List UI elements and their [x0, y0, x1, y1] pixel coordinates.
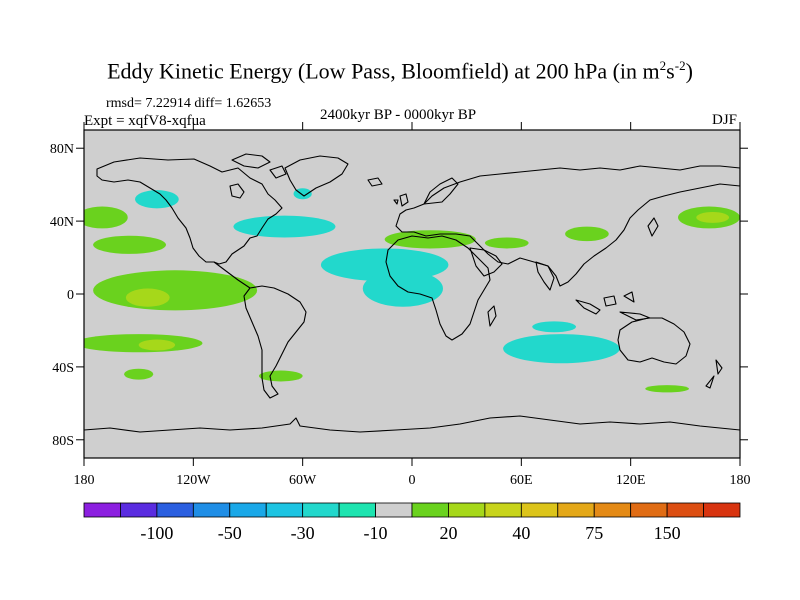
coastline-north-america — [96, 157, 283, 265]
colorbar-box — [83, 502, 121, 518]
anomaly-region-north-pacific-negative — [135, 190, 179, 209]
coastline-japan — [647, 217, 659, 237]
colorbar-box — [557, 502, 595, 518]
colorbar-box — [120, 502, 158, 518]
experiment-label: Expt = xqfV8-xqfua — [84, 113, 206, 129]
x-tick-label: 180 — [74, 473, 95, 488]
x-tick-label: 60W — [289, 473, 317, 488]
anomaly-region-north-pacific-positive-west — [84, 206, 128, 229]
anomaly-region-china-positive — [565, 226, 609, 242]
coastline-arctic-islands — [231, 153, 287, 179]
colorbar-box — [411, 502, 449, 518]
anomaly-region-south-pacific-core — [138, 339, 176, 351]
coastline-antarctica — [84, 415, 740, 433]
x-tick-label: 120W — [176, 473, 211, 488]
coastline-indonesia — [575, 291, 651, 321]
x-tick-label: 0 — [409, 473, 416, 488]
colorbar-label: -100 — [140, 523, 173, 543]
period-label: 2400kyr BP - 0000kyr BP — [320, 107, 477, 123]
season-label: DJF — [712, 112, 738, 128]
coastline-south-america — [243, 285, 307, 399]
coastline-madagascar — [487, 305, 497, 327]
stats-label: rmsd= 7.22914 diff= 1.62653 — [106, 96, 272, 111]
colorbar-box — [229, 502, 267, 518]
coastline-greenland — [284, 155, 349, 197]
anomaly-region-southern-ocean-positive — [645, 385, 689, 393]
colorbar: -100 -50 -30 -10 20 40 75 150 — [83, 502, 741, 543]
colorbar-box — [630, 502, 668, 518]
anomaly-region-tropical-pacific-core — [125, 288, 170, 307]
y-tick-label: 80S — [52, 434, 74, 449]
y-tick-label: 40S — [52, 361, 74, 376]
coastline-africa — [385, 235, 491, 341]
colorbar-label: -30 — [291, 523, 315, 543]
coastline-british-isles — [393, 193, 409, 207]
anomaly-region-north-atlantic-negative — [233, 215, 336, 238]
colorbar-box — [520, 502, 559, 518]
title-end: ) — [685, 58, 693, 84]
coastline-layer — [84, 153, 740, 433]
anomaly-region-indian-ocean-negative — [503, 334, 620, 364]
colorbar-label: -50 — [218, 523, 242, 543]
anomaly-region-southern-indian-negative — [532, 321, 577, 333]
title-main: Eddy Kinetic Energy (Low Pass, Bloomfiel… — [107, 58, 660, 84]
coastline-iceland — [367, 177, 383, 187]
y-tick-label: 0 — [67, 288, 74, 303]
x-tick-label: 180 — [730, 473, 751, 488]
anomaly-region-drake-passage-positive — [258, 370, 303, 382]
colorbar-box — [703, 502, 741, 518]
y-tick-label: 80N — [50, 142, 74, 157]
title-superscript-1: 2 — [659, 58, 667, 73]
coastline-new-zealand — [705, 359, 723, 389]
coastline-hudson-bay — [229, 183, 245, 199]
anomaly-region-south-pacific-positive — [84, 334, 203, 353]
coastline-india — [535, 261, 555, 291]
colorbar-box — [448, 502, 486, 518]
title-mid: s — [666, 58, 675, 84]
title-superscript-2: -2 — [674, 58, 686, 73]
colorbar-label: -10 — [364, 523, 388, 543]
coastline-scandinavia — [423, 177, 459, 205]
colorbar-box — [338, 502, 376, 518]
colorbar-box — [593, 502, 632, 518]
axis-ticks: 180 120W 60W 0 60E 120E 180 80N 40N 0 40S 80S — [50, 122, 751, 488]
anomaly-region-east-med-positive — [484, 237, 529, 249]
colorbar-label: 40 — [512, 523, 530, 543]
colorbar-box — [484, 502, 522, 518]
anomaly-region-north-pacific-core — [696, 212, 730, 223]
colorbar-label: 150 — [654, 523, 681, 543]
anomaly-region-mid-atlantic-positive — [384, 230, 476, 249]
x-tick-label: 120E — [616, 473, 646, 488]
coastline-australia — [617, 317, 691, 365]
anomaly-layer — [84, 188, 740, 393]
colorbar-box — [192, 502, 231, 518]
colorbar-box — [265, 502, 304, 518]
colorbar-label: 75 — [585, 523, 603, 543]
colorbar-box — [156, 502, 194, 518]
coastline-arabia — [469, 247, 503, 277]
colorbar-label: 20 — [439, 523, 457, 543]
coastline-central-america — [213, 261, 251, 289]
colorbar-box — [302, 502, 340, 518]
colorbar-box — [375, 502, 413, 518]
x-tick-label: 60E — [510, 473, 533, 488]
anomaly-region-southeast-pacific-positive — [124, 368, 154, 380]
colorbar-box — [666, 502, 704, 518]
chart-title: Eddy Kinetic Energy (Low Pass, Bloomfiel… — [0, 58, 800, 84]
anomaly-region-subtropical-pacific-positive — [93, 235, 166, 254]
y-tick-label: 40N — [50, 215, 74, 230]
